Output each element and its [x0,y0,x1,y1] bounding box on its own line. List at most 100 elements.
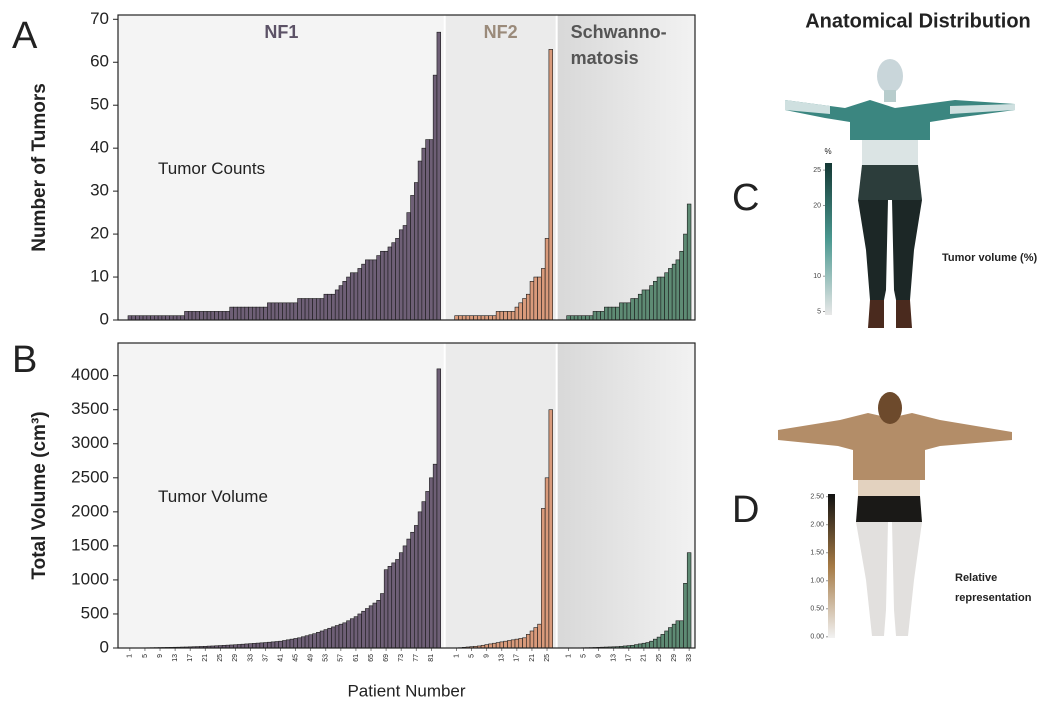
bar [252,306,257,321]
bar [566,315,571,321]
body-d [778,392,1012,636]
bar [529,630,535,649]
colorbar-tick-label: 0.50 [810,606,824,613]
bar [142,315,148,321]
bar [671,623,677,649]
group-label: NF1 [264,22,298,42]
bar [581,315,586,321]
bar [289,638,295,649]
bar [402,545,408,649]
bar [225,311,231,321]
bar [206,311,212,321]
bar [473,315,478,321]
bar [548,49,553,321]
bar [596,311,601,321]
x-tick-label: 25 [544,654,551,662]
bar [376,600,381,649]
bar [139,315,144,321]
bar [641,289,647,321]
x-tick-label: 1 [453,654,460,658]
bar [312,298,317,321]
y-tick-label: 60 [90,52,109,71]
colorbar-tick-label: 2.00 [810,522,824,529]
bar [421,501,426,649]
bar [353,272,359,321]
x-tick-label: 49 [308,654,315,662]
bar [522,298,527,321]
bar [274,641,280,649]
bar [484,315,489,321]
bar [368,605,374,649]
y-tick-label: 40 [90,138,109,157]
bar [203,311,208,321]
bar [611,306,616,321]
bar [406,538,411,649]
bar [240,306,246,321]
bar [402,225,408,321]
bar [157,315,163,321]
x-tick-label: 33 [686,654,693,662]
colorbar-tick-label: 25 [813,167,821,174]
bar [588,315,594,321]
y-tick-label: 0 [100,309,109,328]
bar [349,272,355,321]
bar [365,259,370,321]
bar [495,311,501,321]
x-tick-label: 33 [247,654,254,662]
bar [529,281,535,321]
bar [541,508,546,649]
bar [499,311,504,321]
bar [365,608,370,649]
y-tick-label: 1500 [71,535,109,554]
plot-frame [117,14,696,321]
bar [199,311,204,321]
bar [533,276,538,321]
colorbar [825,163,832,315]
bar [301,636,306,649]
group-label: NF2 [484,22,518,42]
x-tick-label: 29 [232,654,239,662]
figure-title: Anatomical Distribution [805,10,1031,32]
bar [150,315,155,321]
bar [607,306,613,321]
bar [626,302,632,321]
bar [429,139,434,321]
bar [668,627,673,649]
bar [458,315,463,321]
bar [293,302,298,321]
bar [544,238,550,321]
bar [465,315,471,321]
bar [327,293,332,321]
bar [131,315,136,321]
bar [161,315,166,321]
caption: Tumor volume (%) [942,252,1037,264]
bar [357,613,362,649]
y-tick-label: 2000 [71,501,109,520]
bar [319,298,325,321]
y-tick-label: 2500 [71,467,109,486]
caption: representation [955,592,1032,604]
bar [544,477,550,649]
bar [316,632,321,649]
colorbar-tick-label: 5 [817,308,821,315]
group-label: Schwanno- [571,22,667,42]
bar [507,311,512,321]
bar [421,147,426,321]
x-tick-label: 73 [398,654,405,662]
x-axis-label: Patient Number [347,681,465,700]
bar [297,298,302,321]
bar [683,233,688,321]
bar [278,302,283,321]
plot-frame [117,342,696,649]
y-tick-label: 4000 [71,365,109,384]
bar [660,634,665,649]
bar [656,636,662,649]
bar [518,638,523,649]
bar [308,298,313,321]
x-tick-label: 13 [499,654,506,662]
bar [653,638,658,649]
bar [492,315,497,321]
bar [334,289,340,321]
x-tick-label: 45 [293,654,300,662]
bar [541,268,546,321]
